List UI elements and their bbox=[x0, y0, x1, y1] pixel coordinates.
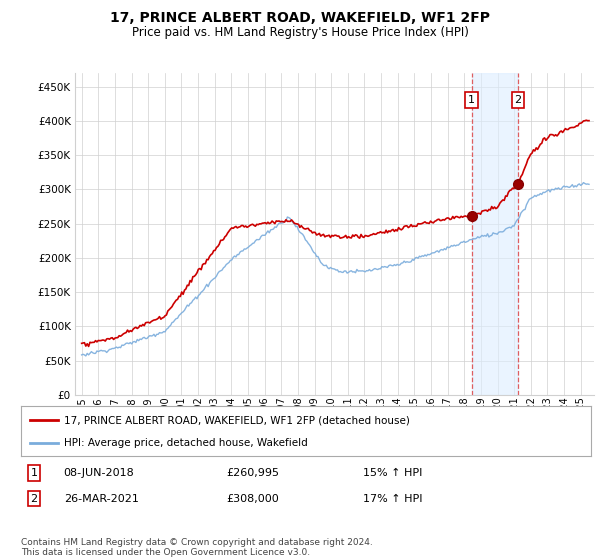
Text: Contains HM Land Registry data © Crown copyright and database right 2024.
This d: Contains HM Land Registry data © Crown c… bbox=[21, 538, 373, 557]
Text: 1: 1 bbox=[468, 95, 475, 105]
Bar bbox=[472, 73, 518, 395]
Text: £308,000: £308,000 bbox=[226, 493, 279, 503]
Text: 17% ↑ HPI: 17% ↑ HPI bbox=[363, 493, 422, 503]
Text: HPI: Average price, detached house, Wakefield: HPI: Average price, detached house, Wake… bbox=[64, 438, 308, 449]
Text: £260,995: £260,995 bbox=[226, 468, 279, 478]
Text: 2: 2 bbox=[514, 95, 521, 105]
Text: Price paid vs. HM Land Registry's House Price Index (HPI): Price paid vs. HM Land Registry's House … bbox=[131, 26, 469, 39]
Text: 1: 1 bbox=[31, 468, 38, 478]
Text: 17, PRINCE ALBERT ROAD, WAKEFIELD, WF1 2FP (detached house): 17, PRINCE ALBERT ROAD, WAKEFIELD, WF1 2… bbox=[64, 415, 410, 425]
Text: 17, PRINCE ALBERT ROAD, WAKEFIELD, WF1 2FP: 17, PRINCE ALBERT ROAD, WAKEFIELD, WF1 2… bbox=[110, 11, 490, 25]
Text: 08-JUN-2018: 08-JUN-2018 bbox=[64, 468, 134, 478]
Text: 2: 2 bbox=[31, 493, 38, 503]
Text: 26-MAR-2021: 26-MAR-2021 bbox=[64, 493, 139, 503]
Text: 15% ↑ HPI: 15% ↑ HPI bbox=[363, 468, 422, 478]
